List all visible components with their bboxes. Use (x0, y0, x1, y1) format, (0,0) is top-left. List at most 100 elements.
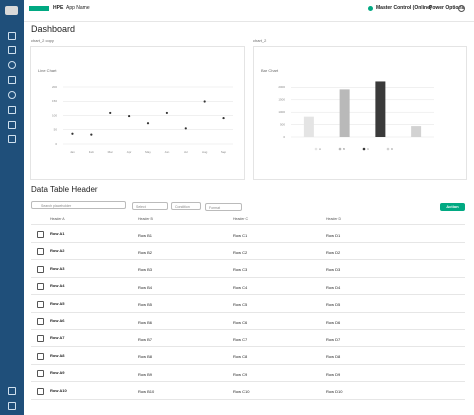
brand: HPE (53, 5, 64, 11)
checkbox[interactable] (37, 318, 44, 325)
cell: Row A6 (50, 318, 65, 323)
nav-icon[interactable] (8, 402, 16, 410)
header-rule (31, 224, 465, 225)
checkbox[interactable] (37, 300, 44, 308)
checkbox[interactable] (37, 265, 44, 273)
legend-swatch (338, 147, 342, 151)
nav-icon[interactable] (8, 32, 16, 40)
action-button[interactable]: Action (440, 203, 465, 211)
legend-swatch (314, 147, 318, 151)
cell: Row D5 (326, 302, 341, 308)
top-bar: HPE App Name Master Control (Online) Pow… (24, 0, 474, 22)
legend-label: C (367, 147, 370, 151)
legend-label: D (391, 147, 394, 151)
y-tick-label: 50 (54, 128, 58, 132)
nav-icon[interactable] (8, 135, 16, 143)
chart-card: Line Chart 0 50 100 150 200 Jan Feb Mar Apr May Jun… (30, 46, 245, 180)
cell: Row C8 (233, 354, 248, 360)
cell: Row A2 (50, 248, 65, 254)
sidebar (0, 0, 24, 415)
cell: Row C1 (233, 232, 248, 238)
point (90, 133, 93, 136)
chart-title: Line Chart (38, 68, 57, 73)
column-header[interactable]: Header B (138, 217, 153, 221)
select[interactable]: Format (205, 203, 242, 211)
point (184, 127, 187, 130)
status[interactable]: Master Control (Online) (376, 5, 432, 11)
select[interactable]: Condition (171, 202, 201, 210)
checkbox[interactable] (37, 370, 44, 378)
x-tick-label: Sep (221, 150, 227, 154)
point (109, 111, 112, 115)
checkbox[interactable] (37, 231, 44, 238)
checkbox[interactable] (37, 248, 44, 256)
cell: Row D8 (326, 354, 341, 360)
cell: Row B1 (138, 232, 153, 238)
row-rule (31, 398, 465, 400)
cell: Row B2 (138, 249, 153, 255)
row-rule (31, 363, 465, 365)
power-icon[interactable] (458, 5, 465, 12)
row-rule (31, 276, 465, 278)
cell: Row C10 (233, 389, 250, 395)
x-tick-label: Jan (70, 150, 75, 154)
y-tick-label: 0 (283, 135, 285, 139)
chart-title: Bar Chart (261, 68, 279, 73)
y-tick-label: 100 (52, 113, 57, 117)
checkbox[interactable] (37, 335, 44, 343)
checkbox[interactable] (37, 283, 44, 291)
row-rule (31, 311, 465, 313)
cell: Row C4 (233, 284, 248, 290)
cell: Row D9 (326, 371, 341, 377)
select[interactable]: Select (132, 202, 168, 210)
cell: Row B4 (138, 284, 153, 290)
x-tick-label: Apr (127, 150, 132, 154)
chart-card: Bar Chart 0 500 1000 1500 2000 A B C D (253, 46, 467, 180)
cell: Row B5 (138, 302, 153, 308)
chart: Line Chart 0 50 100 150 200 Jan Feb Mar Apr May Jun… (38, 68, 233, 154)
checkbox[interactable] (37, 352, 44, 360)
nav-icon[interactable] (8, 76, 16, 84)
cell: Row D3 (326, 267, 341, 273)
nav-icon[interactable] (8, 61, 16, 69)
nav-icon[interactable] (8, 121, 16, 129)
nav-icon[interactable] (8, 106, 16, 114)
cell: Row B10 (138, 389, 155, 395)
nav-icon[interactable] (8, 387, 16, 395)
status-dot (368, 6, 373, 11)
x-tick-label: Aug (202, 150, 208, 154)
x-tick-label: Mar (108, 150, 113, 154)
point (128, 114, 131, 118)
row-rule (31, 346, 465, 348)
cell: Row A5 (50, 300, 65, 306)
row-rule (31, 329, 465, 330)
cell: Row A3 (50, 265, 65, 271)
cell: Row C5 (233, 302, 248, 308)
nav-icon[interactable] (8, 46, 16, 54)
y-tick-label: 1000 (278, 110, 285, 114)
y-tick-label: 150 (52, 99, 57, 103)
logo (5, 6, 18, 15)
x-tick-label: Jun (164, 150, 169, 154)
table-title: Data Table Header (31, 185, 98, 194)
column-header[interactable]: Header D (326, 217, 341, 221)
power-options[interactable]: Power Options (429, 5, 465, 11)
checkbox[interactable] (37, 387, 44, 395)
legend-label: B (343, 147, 345, 151)
legend-swatch (386, 147, 390, 151)
y-tick-label: 200 (52, 85, 57, 89)
cell: Row B3 (138, 267, 153, 273)
cell: Row B6 (138, 319, 153, 325)
app-name: App Name (66, 5, 90, 11)
y-tick-label: 1500 (278, 98, 285, 102)
column-header[interactable]: Header C (233, 217, 248, 221)
point (71, 132, 74, 135)
column-header[interactable]: Header A (50, 217, 65, 221)
cell: Row D2 (326, 249, 341, 255)
cell: Row D4 (326, 284, 341, 290)
chart: Bar Chart 0 500 1000 1500 2000 A B C D (261, 68, 434, 151)
row-rule (31, 294, 465, 296)
nav-icon[interactable] (8, 91, 16, 99)
search-input[interactable]: Search placeholder (31, 201, 126, 209)
